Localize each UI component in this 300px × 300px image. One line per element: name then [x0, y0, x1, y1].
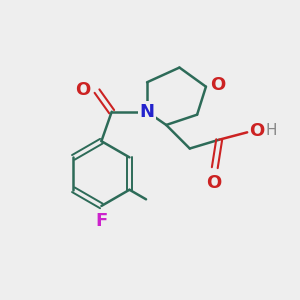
Text: O: O — [210, 76, 226, 94]
Text: O: O — [75, 81, 91, 99]
Text: O: O — [206, 174, 221, 192]
Text: N: N — [140, 103, 154, 121]
Text: O: O — [249, 122, 264, 140]
Text: F: F — [95, 212, 107, 230]
Text: H: H — [266, 123, 277, 138]
